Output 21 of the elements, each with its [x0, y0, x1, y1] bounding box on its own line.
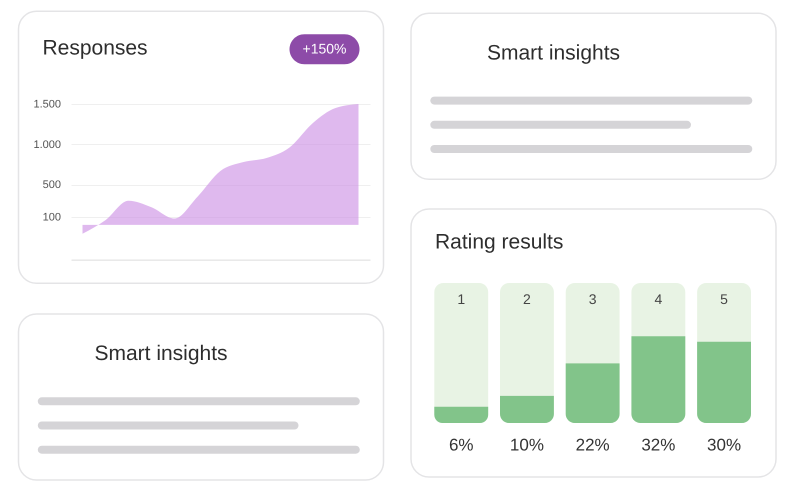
text: +150% — [302, 40, 346, 56]
bar — [500, 396, 554, 423]
data-label: 30% — [707, 436, 742, 455]
y-tick-label: 500 — [42, 179, 61, 192]
x-tick-label: 1 — [457, 291, 466, 308]
text: Smart insights — [94, 342, 228, 365]
data-label: 6% — [448, 436, 474, 455]
data-label: 10% — [510, 436, 544, 455]
bar — [434, 406, 488, 423]
chart-title: Rating results — [435, 230, 564, 254]
data-label: 22% — [576, 436, 610, 455]
x-tick-label: 2 — [523, 291, 532, 308]
y-tick-label: 1.000 — [33, 138, 61, 151]
y-tick-label: 100 — [42, 211, 61, 224]
x-tick-label: 4 — [654, 291, 662, 308]
x-tick-label: 5 — [720, 291, 728, 308]
x-tick-label: 3 — [588, 291, 597, 308]
y-tick-label: 1.500 — [33, 98, 61, 110]
chart-title: Responses — [42, 36, 148, 60]
data-label: 32% — [641, 436, 676, 455]
text: Smart insights — [487, 41, 620, 64]
